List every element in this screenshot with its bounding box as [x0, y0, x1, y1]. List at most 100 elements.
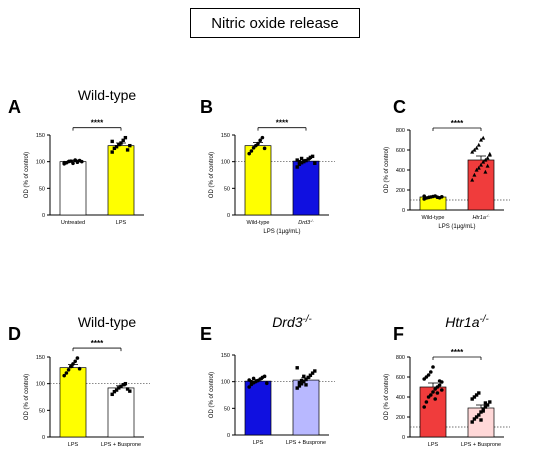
- data-point-c-2: [476, 165, 481, 170]
- data-point-e-2: [306, 375, 310, 380]
- y-tick-label-e: 50: [224, 406, 230, 412]
- data-point-c-2: [479, 162, 483, 167]
- data-point-d-1: [77, 366, 82, 371]
- data-point-f-1: [440, 388, 444, 392]
- data-point-a-2: [112, 146, 117, 151]
- data-point-f-2: [472, 395, 477, 399]
- y-tick-label-c: 800: [396, 128, 405, 134]
- y-tick-label-a: 150: [36, 133, 45, 139]
- significance-label-f: ****: [451, 348, 464, 357]
- data-point-f-1: [431, 390, 435, 394]
- category-label-b-2: Drd3-/-: [298, 219, 314, 226]
- data-point-a-1: [62, 160, 66, 165]
- y-axis-label-a: OD (% of control): [24, 152, 30, 198]
- data-point-d-1: [62, 373, 66, 378]
- category-label-e-1: LPS: [253, 440, 264, 446]
- data-point-b-2: [302, 159, 306, 164]
- panel-letter-b: B: [200, 97, 213, 117]
- panel-letter-a: A: [8, 97, 21, 117]
- y-tick-label-d: 0: [42, 435, 45, 441]
- data-point-f-1: [429, 393, 433, 397]
- data-point-e-2: [295, 386, 299, 390]
- significance-label-d: ****: [91, 339, 104, 348]
- data-point-f-1: [431, 365, 435, 369]
- data-point-e-2: [310, 371, 315, 375]
- data-point-f-2: [472, 417, 477, 421]
- panel-letter-e: E: [200, 324, 212, 344]
- data-point-a-1: [80, 159, 84, 164]
- data-point-b-1: [256, 141, 260, 146]
- data-point-b-2: [313, 161, 317, 165]
- y-tick-label-b: 150: [221, 133, 230, 139]
- data-point-f-2: [483, 405, 488, 409]
- data-point-d-2: [112, 389, 117, 394]
- data-point-d-2: [117, 386, 121, 390]
- y-tick-label-e: 0: [227, 433, 230, 439]
- category-label-f-2: LPS + Busprone: [461, 442, 501, 448]
- data-point-b-1: [247, 151, 251, 156]
- data-point-f-1: [422, 405, 427, 409]
- data-point-d-2: [128, 389, 132, 393]
- data-point-c-2: [483, 157, 488, 162]
- data-point-f-2: [474, 393, 479, 397]
- y-tick-label-b: 100: [221, 160, 230, 166]
- data-point-c-2: [479, 137, 483, 142]
- data-point-f-1: [437, 383, 442, 387]
- data-point-b-2: [299, 161, 304, 165]
- panel-title-a: Wild-type: [78, 87, 137, 103]
- data-point-b-2: [295, 165, 299, 169]
- data-point-a-1: [71, 161, 75, 166]
- data-point-f-1: [429, 370, 433, 374]
- bar-b-1: [244, 145, 272, 216]
- data-point-d-2: [121, 383, 125, 387]
- data-point-d-1: [66, 368, 71, 372]
- category-label-c-2: Htr1a-/-: [472, 214, 490, 221]
- data-point-e-1: [262, 374, 267, 379]
- data-point-e-2: [299, 382, 304, 386]
- data-point-d-2: [125, 387, 130, 391]
- bar-b-2: [292, 160, 320, 216]
- y-tick-label-f: 200: [396, 415, 405, 421]
- data-point-c-2: [470, 149, 475, 154]
- data-point-e-2: [304, 383, 308, 387]
- data-point-e-2: [297, 381, 302, 385]
- data-point-e-2: [313, 369, 317, 373]
- data-point-c-2: [483, 169, 488, 174]
- data-point-f-2: [481, 407, 485, 411]
- data-point-e-2: [295, 366, 299, 370]
- data-point-e-1: [247, 385, 251, 389]
- data-point-c-2: [470, 177, 475, 182]
- y-tick-label-c: 400: [396, 168, 405, 174]
- data-point-f-2: [477, 413, 481, 417]
- panel-title-f: Htr1a-/-: [445, 314, 489, 331]
- data-point-f-2: [470, 420, 474, 424]
- data-point-f-2: [485, 403, 490, 407]
- data-point-c-2: [485, 155, 490, 160]
- data-point-c-2: [487, 151, 492, 156]
- category-label-e-2: LPS + Busprone: [286, 440, 326, 446]
- y-axis-label-f: OD (% of control): [384, 374, 390, 420]
- data-point-a-2: [121, 138, 125, 143]
- data-point-f-1: [426, 373, 431, 377]
- y-tick-label-c: 600: [396, 148, 405, 154]
- data-point-b-1: [260, 135, 265, 140]
- y-tick-label-e: 100: [221, 380, 230, 386]
- data-point-d-1: [71, 362, 75, 366]
- y-tick-label-f: 0: [402, 435, 405, 441]
- x-axis-label-b: LPS (1µg/mL): [263, 229, 300, 235]
- significance-label-b: ****: [276, 119, 289, 128]
- data-point-b-1: [262, 146, 267, 151]
- data-point-a-2: [125, 148, 130, 152]
- data-point-c-2: [474, 145, 479, 150]
- panel-title-d: Wild-type: [78, 314, 137, 330]
- y-tick-label-d: 100: [36, 382, 45, 388]
- data-point-d-1: [64, 371, 69, 375]
- data-point-b-1: [249, 149, 254, 153]
- bar-a-1: [59, 161, 87, 216]
- data-point-e-2: [299, 378, 304, 383]
- data-point-a-2: [123, 135, 128, 140]
- category-label-a-2: LPS: [116, 220, 127, 226]
- data-point-e-2: [304, 377, 308, 382]
- panel-title-e: Drd3-/-: [272, 314, 312, 331]
